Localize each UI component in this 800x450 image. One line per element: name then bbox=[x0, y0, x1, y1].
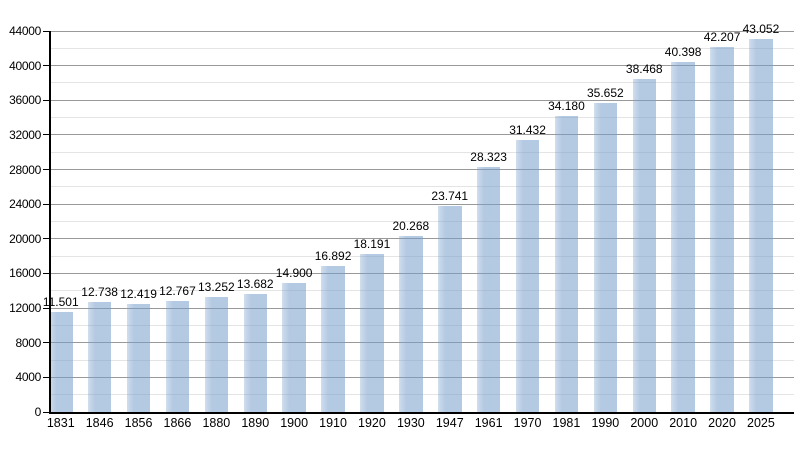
bar-1981 bbox=[554, 116, 579, 412]
bar-1831 bbox=[49, 312, 73, 412]
y-tick-label: 28000 bbox=[9, 162, 41, 177]
bar-1910 bbox=[321, 265, 345, 412]
bar-1880 bbox=[204, 297, 229, 412]
gridline-major bbox=[49, 99, 794, 101]
y-tick-label: 20000 bbox=[9, 231, 41, 246]
bar-1947 bbox=[438, 206, 462, 412]
x-tick-label: 1920 bbox=[358, 416, 386, 430]
y-tick-label: 36000 bbox=[9, 93, 41, 108]
y-tick-label: 32000 bbox=[9, 127, 41, 142]
bar-value-label: 14.900 bbox=[275, 265, 313, 280]
bar-1866 bbox=[165, 301, 190, 412]
bar-1920 bbox=[360, 254, 384, 412]
x-tick-label: 2010 bbox=[669, 416, 698, 430]
bar-value-label: 12.767 bbox=[159, 284, 196, 299]
bar-value-label: 38.468 bbox=[625, 61, 663, 76]
bar-value-label: 18.191 bbox=[353, 237, 391, 252]
bar-2000 bbox=[632, 78, 656, 412]
x-tick-label: 1930 bbox=[396, 416, 425, 430]
bar-2025 bbox=[749, 39, 773, 412]
x-tick-label: 2020 bbox=[708, 416, 736, 430]
x-tick-label: 1981 bbox=[552, 416, 581, 430]
gridline-minor bbox=[49, 221, 794, 222]
y-tick-label: 40000 bbox=[9, 58, 41, 73]
x-tick-label: 1890 bbox=[241, 416, 270, 430]
gridline-minor bbox=[49, 82, 794, 84]
x-tick-label: 2000 bbox=[630, 416, 659, 430]
x-tick-label: 1831 bbox=[46, 416, 75, 430]
y-axis-tick bbox=[43, 272, 49, 274]
bar-value-label: 12.738 bbox=[81, 284, 118, 299]
bar-1856 bbox=[126, 304, 151, 412]
y-axis-tick bbox=[43, 203, 49, 205]
y-tick-label: 4000 bbox=[15, 370, 42, 385]
bar-1930 bbox=[399, 236, 423, 412]
x-tick-label: 1970 bbox=[513, 416, 542, 430]
gridline-minor bbox=[49, 151, 794, 153]
bar-value-label: 11.501 bbox=[42, 295, 79, 310]
y-tick-label: 16000 bbox=[9, 266, 41, 281]
x-tick-label: 1846 bbox=[85, 416, 114, 430]
gridline-minor bbox=[49, 47, 794, 49]
gridline-major bbox=[49, 169, 794, 171]
y-axis-tick bbox=[43, 307, 49, 309]
bar-value-label: 43.052 bbox=[742, 22, 780, 37]
bar-value-label: 35.652 bbox=[586, 86, 624, 101]
y-axis-tick bbox=[43, 134, 49, 136]
bar-1890 bbox=[243, 293, 267, 412]
y-tick-label: 8000 bbox=[15, 335, 42, 350]
y-axis bbox=[49, 31, 51, 414]
y-axis-tick bbox=[43, 30, 49, 32]
y-axis-tick bbox=[43, 342, 49, 344]
bar-value-label: 40.398 bbox=[664, 45, 702, 60]
y-axis-tick bbox=[43, 238, 49, 240]
x-tick-label: 1880 bbox=[202, 416, 231, 430]
y-tick-label: 44000 bbox=[9, 24, 41, 38]
x-tick-label: 1947 bbox=[435, 416, 464, 430]
bar-value-label: 42.207 bbox=[703, 29, 741, 44]
x-tick-label: 2025 bbox=[747, 416, 775, 430]
y-axis-tick bbox=[43, 99, 49, 101]
bar-1961 bbox=[476, 166, 501, 412]
bar-value-label: 13.682 bbox=[236, 276, 274, 291]
bar-2010 bbox=[671, 62, 695, 412]
gridline-minor bbox=[49, 117, 794, 119]
bar-value-label: 12.419 bbox=[120, 287, 157, 302]
bar-1846 bbox=[87, 301, 112, 412]
y-axis-tick bbox=[43, 65, 49, 67]
y-tick-label: 12000 bbox=[9, 301, 41, 316]
x-tick-label: 1856 bbox=[124, 416, 153, 430]
y-axis-tick bbox=[43, 169, 49, 171]
bar-value-label: 23.741 bbox=[431, 189, 469, 204]
x-tick-label: 1900 bbox=[280, 416, 309, 430]
bar-2020 bbox=[710, 46, 734, 412]
bar-value-label: 34.180 bbox=[548, 99, 585, 114]
bar-value-label: 13.252 bbox=[197, 280, 235, 295]
y-tick-label: 24000 bbox=[9, 197, 41, 212]
gridline-major bbox=[49, 30, 794, 32]
bar-1900 bbox=[282, 282, 306, 412]
bar-1970 bbox=[515, 139, 540, 412]
gridline-minor bbox=[49, 186, 794, 188]
gridline-major bbox=[49, 65, 794, 67]
x-tick-label: 1910 bbox=[319, 416, 347, 430]
bar-value-label: 16.892 bbox=[314, 248, 352, 263]
y-axis-tick bbox=[43, 376, 49, 378]
x-tick-label: 1866 bbox=[163, 416, 192, 430]
y-tick-label: 0 bbox=[34, 405, 42, 419]
x-tick-label: 1961 bbox=[474, 416, 503, 430]
bar-value-label: 28.323 bbox=[470, 149, 507, 164]
bar-1990 bbox=[593, 103, 618, 412]
x-axis bbox=[49, 412, 794, 414]
x-tick-label: 1990 bbox=[591, 416, 620, 430]
bar-value-label: 20.268 bbox=[392, 219, 430, 234]
gridline-major bbox=[49, 203, 794, 205]
y-axis-tick bbox=[43, 411, 49, 413]
bar-value-label: 31.432 bbox=[509, 122, 546, 137]
gridline-major bbox=[49, 134, 794, 136]
